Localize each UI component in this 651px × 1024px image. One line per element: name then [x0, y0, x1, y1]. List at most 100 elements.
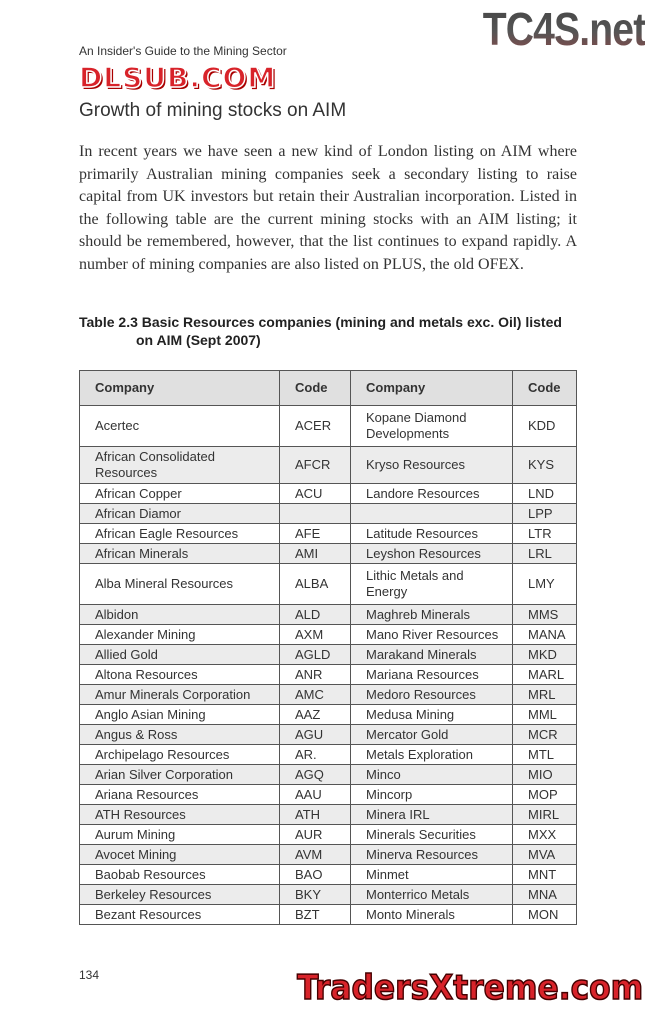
company-left-cell: Alba Mineral Resources: [79, 563, 280, 605]
code-right-cell: MKD: [512, 644, 577, 665]
table-header-row: Company Code Company Code: [79, 370, 577, 406]
company-left-cell: African Eagle Resources: [79, 523, 280, 544]
table-row: Baobab Resources BAO Minmet MNT: [79, 864, 577, 885]
table-row: African Copper ACU Landore Resources LND: [79, 483, 577, 504]
table-row: African Minerals AMI Leyshon Resources LRL: [79, 543, 577, 564]
table-row: Bezant Resources BZT Monto Minerals MON: [79, 904, 577, 925]
company-right-cell: Mariana Resources: [350, 664, 513, 685]
company-left-cell: African Consolidated Resources: [79, 446, 280, 484]
table-row: African Eagle Resources AFE Latitude Resou…: [79, 523, 577, 544]
company-left-cell: Bezant Resources: [79, 904, 280, 925]
header-company-1: Company: [79, 370, 280, 406]
code-right-cell: MMS: [512, 604, 577, 625]
code-right-cell: MRL: [512, 684, 577, 705]
code-left-cell: ACU: [279, 483, 351, 504]
code-right-cell: KYS: [512, 446, 577, 484]
code-left-cell: ANR: [279, 664, 351, 685]
header-code-2: Code: [512, 370, 577, 406]
table-row: Albidon ALD Maghreb Minerals MMS: [79, 604, 577, 625]
company-right-cell: Leyshon Resources: [350, 543, 513, 564]
code-left-cell: ATH: [279, 804, 351, 825]
table-row: Archipelago Resources AR. Metals Explorati…: [79, 744, 577, 765]
company-right-cell: Monterrico Metals: [350, 884, 513, 905]
table-row: Amur Minerals Corporation AMC Medoro Resou…: [79, 684, 577, 705]
code-left-cell: BAO: [279, 864, 351, 885]
code-left-cell: AMC: [279, 684, 351, 705]
code-right-cell: MNT: [512, 864, 577, 885]
code-left-cell: AFCR: [279, 446, 351, 484]
code-right-cell: LND: [512, 483, 577, 504]
companies-table: Company Code Company Code Acertec ACER Kop…: [79, 370, 577, 925]
company-right-cell: Minco: [350, 764, 513, 785]
company-right-cell: Minmet: [350, 864, 513, 885]
company-left-cell: Berkeley Resources: [79, 884, 280, 905]
code-right-cell: MARL: [512, 664, 577, 685]
company-right-cell: Latitude Resources: [350, 523, 513, 544]
code-right-cell: MANA: [512, 624, 577, 645]
company-left-cell: African Minerals: [79, 543, 280, 564]
company-left-cell: Altona Resources: [79, 664, 280, 685]
company-right-cell: Monto Minerals: [350, 904, 513, 925]
code-left-cell: AUR: [279, 824, 351, 845]
code-right-cell: LTR: [512, 523, 577, 544]
company-right-cell: Marakand Minerals: [350, 644, 513, 665]
code-left-cell: AGLD: [279, 644, 351, 665]
company-right-cell: Mincorp: [350, 784, 513, 805]
code-right-cell: MON: [512, 904, 577, 925]
company-right-cell: Minera IRL: [350, 804, 513, 825]
table-row: Altona Resources ANR Mariana Resources MARL: [79, 664, 577, 685]
company-right-cell: Medoro Resources: [350, 684, 513, 705]
code-left-cell: AAZ: [279, 704, 351, 725]
page-number: 134: [79, 968, 100, 982]
company-right-cell: Mercator Gold: [350, 724, 513, 745]
table-row: Alexander Mining AXM Mano River Resources M…: [79, 624, 577, 645]
table-row: Avocet Mining AVM Minerva Resources MVA: [79, 844, 577, 865]
company-right-cell: Maghreb Minerals: [350, 604, 513, 625]
company-left-cell: Ariana Resources: [79, 784, 280, 805]
company-left-cell: Allied Gold: [79, 644, 280, 665]
company-left-cell: Angus & Ross: [79, 724, 280, 745]
table-caption: Table 2.3 Basic Resources companies (min…: [79, 313, 579, 349]
table-row: Angus & Ross AGU Mercator Gold MCR: [79, 724, 577, 745]
company-left-cell: African Copper: [79, 483, 280, 504]
caption-line-2: on AIM (Sept 2007): [136, 332, 261, 348]
code-right-cell: MCR: [512, 724, 577, 745]
body-paragraph: In recent years we have seen a new kind …: [79, 143, 577, 273]
code-left-cell: ALBA: [279, 563, 351, 605]
company-left-cell: Aurum Mining: [79, 824, 280, 845]
company-left-cell: Avocet Mining: [79, 844, 280, 865]
code-right-cell: MOP: [512, 784, 577, 805]
code-right-cell: LRL: [512, 543, 577, 564]
table-row: ATH Resources ATH Minera IRL MIRL: [79, 804, 577, 825]
code-left-cell: [279, 503, 351, 524]
code-left-cell: BKY: [279, 884, 351, 905]
code-right-cell: MVA: [512, 844, 577, 865]
company-left-cell: Archipelago Resources: [79, 744, 280, 765]
section-title: Growth of mining stocks on AIM: [79, 100, 347, 121]
caption-line-1: Table 2.3 Basic Resources companies (min…: [79, 314, 562, 330]
table-row: Berkeley Resources BKY Monterrico Metals MN…: [79, 884, 577, 905]
company-right-cell: Landore Resources: [350, 483, 513, 504]
table-row: Allied Gold AGLD Marakand Minerals MKD: [79, 644, 577, 665]
code-right-cell: MIRL: [512, 804, 577, 825]
tc4s-watermark-logo: TC4S.net: [482, 3, 646, 55]
company-right-cell: Medusa Mining: [350, 704, 513, 725]
company-left-cell: Albidon: [79, 604, 280, 625]
company-right-cell: [350, 503, 513, 524]
code-left-cell: AXM: [279, 624, 351, 645]
company-right-cell: Metals Exploration: [350, 744, 513, 765]
company-left-cell: African Diamor: [79, 503, 280, 524]
company-left-cell: Alexander Mining: [79, 624, 280, 645]
code-right-cell: LPP: [512, 503, 577, 524]
code-right-cell: MXX: [512, 824, 577, 845]
table-row: Arian Silver Corporation AGQ Minco MIO: [79, 764, 577, 785]
code-left-cell: BZT: [279, 904, 351, 925]
running-head: An Insider's Guide to the Mining Sector: [79, 44, 287, 58]
table-row: Ariana Resources AAU Mincorp MOP: [79, 784, 577, 805]
code-left-cell: AR.: [279, 744, 351, 765]
code-right-cell: LMY: [512, 563, 577, 605]
table-row: Aurum Mining AUR Minerals Securities MXX: [79, 824, 577, 845]
header-company-2: Company: [350, 370, 513, 406]
table-row: Acertec ACER Kopane Diamond Developments KD…: [79, 405, 577, 447]
header-code-1: Code: [279, 370, 351, 406]
